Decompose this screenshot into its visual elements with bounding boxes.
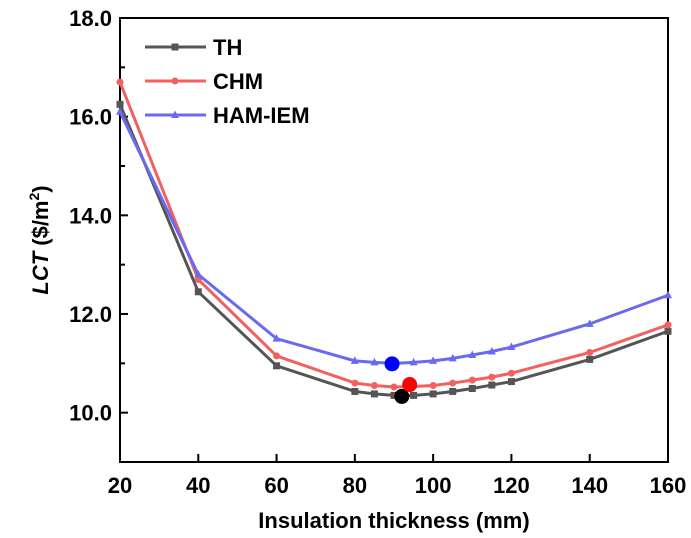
data-point [429, 382, 437, 390]
legend-label: CHM [213, 69, 263, 94]
y-axis-title-sup: 2 [26, 193, 42, 201]
legend-item-th: TH [145, 35, 242, 60]
series-th [116, 100, 672, 399]
y-axis-title-close: ) [28, 185, 53, 192]
series-line [118, 111, 669, 365]
y-axis: 10.0 12.0 14.0 16.0 18.0 [69, 6, 128, 463]
legend-item-ham-iem: HAM-IEM [145, 103, 310, 128]
y-axis-title: LCT ($/m2) [26, 185, 53, 294]
x-tick-label: 40 [186, 473, 210, 498]
legend-label: TH [213, 35, 242, 60]
series-line [118, 81, 669, 389]
optimum-point-th [394, 388, 410, 404]
data-point [370, 382, 378, 390]
legend-label: HAM-IEM [213, 103, 310, 128]
data-point [351, 379, 359, 387]
optimum-point-ham-iem [384, 356, 400, 372]
data-point [171, 77, 179, 85]
series-ham-iem [116, 107, 672, 367]
data-point [488, 381, 496, 389]
data-point [488, 373, 496, 381]
y-tick-label: 14.0 [69, 203, 112, 228]
data-point [370, 357, 379, 366]
plot-frame [119, 17, 669, 463]
data-point [449, 387, 457, 395]
x-tick-label: 20 [108, 473, 132, 498]
data-point [410, 391, 418, 399]
y-axis-title-main: LCT [28, 250, 53, 294]
x-tick-label: 100 [415, 473, 452, 498]
optimum-points [384, 356, 418, 404]
data-point [171, 43, 179, 51]
data-point [449, 379, 457, 387]
x-axis: 20 40 60 80 100 120 140 160 [108, 454, 687, 498]
y-tick-label: 10.0 [69, 401, 112, 426]
data-point [585, 319, 594, 327]
x-tick-label: 160 [650, 473, 687, 498]
series-chm [116, 78, 672, 391]
series-line [118, 103, 669, 397]
data-point [487, 346, 496, 355]
data-point [171, 110, 179, 118]
legend-item-chm: CHM [145, 69, 263, 94]
x-tick-label: 60 [264, 473, 288, 498]
data-point [468, 376, 476, 384]
data-point [350, 356, 359, 364]
data-point [468, 384, 476, 392]
optimum-point-chm [402, 377, 418, 393]
data-point [586, 348, 594, 356]
data-point [272, 334, 281, 342]
data-point [390, 391, 398, 399]
data-point [507, 342, 516, 351]
x-axis-title: Insulation thickness (mm) [258, 508, 529, 533]
legend: TH CHM HAM-IEM [145, 35, 310, 128]
data-point [370, 390, 378, 398]
series-layer [116, 78, 672, 399]
data-point [468, 350, 477, 358]
data-point [507, 378, 515, 386]
data-point [194, 288, 202, 296]
data-point [507, 369, 515, 377]
y-tick-label: 18.0 [69, 6, 112, 31]
data-point [664, 290, 672, 299]
data-point [116, 100, 124, 108]
data-point [390, 383, 398, 391]
x-tick-label: 140 [571, 473, 608, 498]
data-point [409, 357, 418, 366]
x-tick-label: 120 [493, 473, 530, 498]
y-axis-title-unit: ($/m [28, 201, 53, 252]
data-point [351, 387, 359, 395]
data-point [664, 327, 672, 335]
data-point [116, 107, 124, 115]
data-point [273, 362, 281, 370]
data-point [116, 78, 124, 86]
data-point [429, 356, 438, 364]
data-point [664, 321, 672, 329]
y-tick-label: 12.0 [69, 302, 112, 327]
x-tick-label: 80 [343, 473, 367, 498]
data-point [448, 353, 457, 362]
data-point [194, 270, 203, 278]
y-tick-label: 16.0 [69, 105, 112, 130]
data-point [429, 390, 437, 398]
data-point [273, 352, 281, 360]
data-point [586, 355, 594, 363]
